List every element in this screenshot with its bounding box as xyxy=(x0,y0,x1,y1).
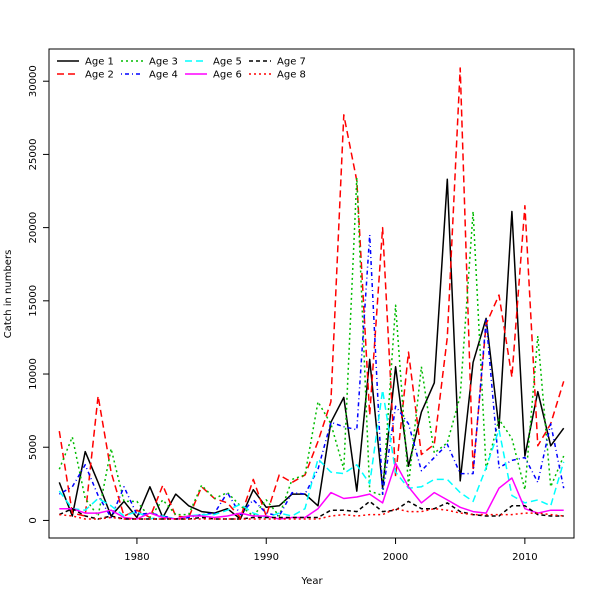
y-axis: 0 5000 10000 15000 20000 25000 30000 xyxy=(28,65,49,524)
legend-label: Age 6 xyxy=(213,70,242,81)
legend-label: Age 5 xyxy=(213,57,242,68)
x-axis: 1980 1990 2000 2010 xyxy=(124,538,538,563)
legend-label: Age 7 xyxy=(277,57,306,68)
y-tick-label: 20000 xyxy=(28,212,39,244)
y-tick-label: 10000 xyxy=(28,358,39,390)
y-tick-label: 5000 xyxy=(28,435,39,460)
legend: Age 1 Age 2 Age 3 Age 4 Age 5 Age 6 Age 7 Age 8 xyxy=(57,57,306,81)
legend-label: Age 1 xyxy=(85,57,114,68)
x-tick-label: 2000 xyxy=(383,552,408,563)
legend-label: Age 8 xyxy=(277,70,306,81)
series-line-age-4 xyxy=(58,234,565,520)
series-line-age-7 xyxy=(58,500,564,520)
series-line-age-6 xyxy=(59,462,564,520)
y-tick-label: 15000 xyxy=(28,285,39,317)
plot-frame xyxy=(48,48,575,539)
y-tick-label: 0 xyxy=(28,517,39,523)
y-tick-label: 30000 xyxy=(28,65,39,97)
legend-label: Age 3 xyxy=(149,57,178,68)
series-line-age-1 xyxy=(58,178,565,520)
series-layer xyxy=(58,67,565,520)
legend-label: Age 2 xyxy=(85,70,114,81)
y-axis-label: Catch in numbers xyxy=(3,250,14,339)
x-tick-label: 2010 xyxy=(512,552,537,563)
x-tick-label: 1990 xyxy=(254,552,279,563)
legend-label: Age 4 xyxy=(149,70,178,81)
series-line-age-2 xyxy=(58,67,565,519)
y-tick-label: 25000 xyxy=(28,139,39,171)
x-tick-label: 1980 xyxy=(124,552,149,563)
x-axis-label: Year xyxy=(300,576,323,587)
series-line-age-3 xyxy=(58,177,565,519)
